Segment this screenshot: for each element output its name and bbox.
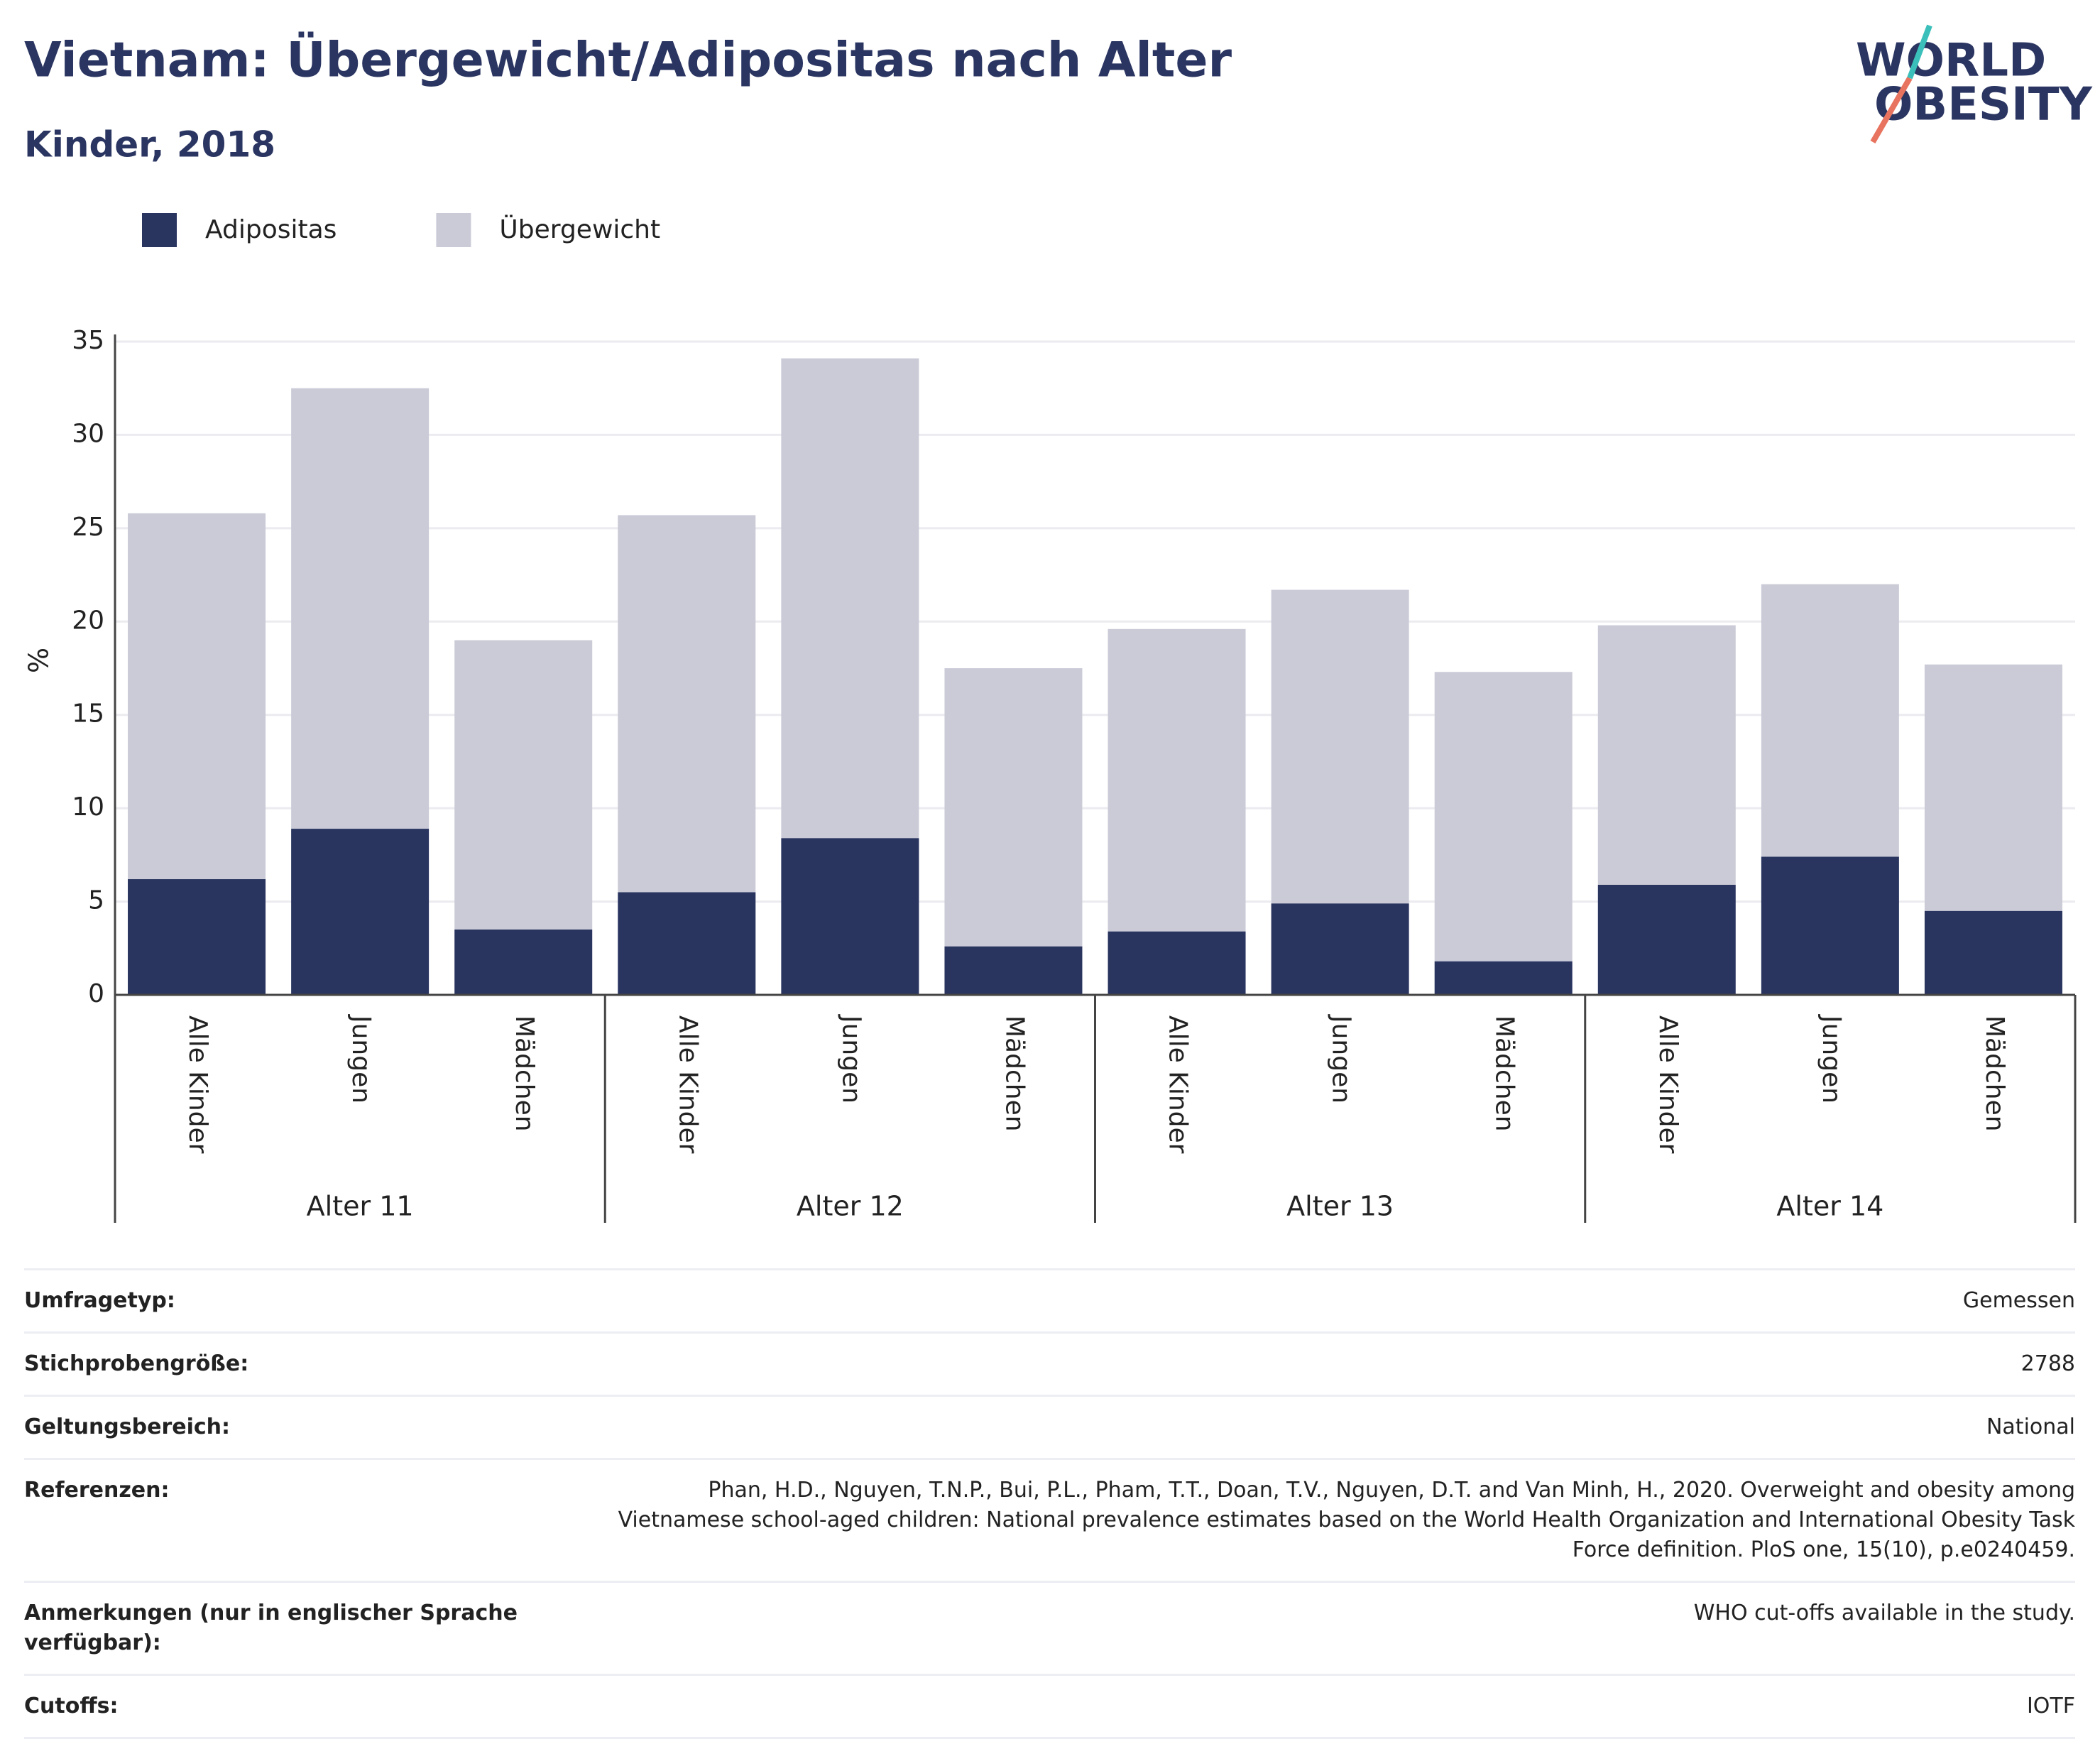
bar-segment	[1435, 961, 1573, 995]
x-tick-label: Alle Kinder	[183, 1015, 212, 1154]
y-tick-label: 15	[72, 699, 104, 729]
y-tick-label: 0	[88, 979, 104, 1008]
x-tick-label: Alle Kinder	[1653, 1015, 1683, 1154]
bar-segment	[1925, 911, 2062, 995]
bar-segment	[944, 668, 1082, 947]
x-tick-label: Jungen	[836, 1014, 865, 1104]
group-label: Alter 12	[797, 1191, 904, 1222]
info-table: Umfragetyp: Gemessen Stichprobengröße: 2788…	[24, 1268, 2075, 1739]
info-row: Anmerkungen (nur in englischer Sprache v…	[24, 1581, 2075, 1674]
group-label: Alter 11	[307, 1191, 414, 1222]
chart: Vietnam: Übergewicht/Adipositas nach Alt…	[0, 0, 2100, 1264]
info-label: Cutoffs:	[24, 1691, 535, 1721]
chart-title: Vietnam: Übergewicht/Adipositas nach Alt…	[24, 32, 1232, 89]
bar-segment	[618, 515, 755, 892]
y-tick-label: 30	[72, 419, 104, 448]
bar-segment	[781, 359, 919, 839]
bar-segment	[618, 892, 755, 995]
bar-segment	[944, 947, 1082, 995]
chart-subtitle: Kinder, 2018	[24, 124, 275, 165]
x-tick-label: Mädchen	[1490, 1015, 1519, 1132]
bar-segment	[454, 641, 592, 930]
info-label: Anmerkungen (nur in englischer Sprache v…	[24, 1598, 535, 1658]
bar-segment	[1598, 626, 1736, 885]
info-label: Geltungsbereich:	[24, 1412, 535, 1442]
legend-label: Übergewicht	[499, 214, 660, 244]
x-tick-label: Jungen	[1817, 1014, 1846, 1104]
bar-segment	[1761, 856, 1899, 995]
bar-segment	[1598, 885, 1736, 995]
info-row: Umfragetyp: Gemessen	[24, 1268, 2075, 1331]
x-tick-label: Mädchen	[510, 1015, 539, 1132]
bar-segment	[1272, 903, 1409, 995]
y-axis-label: %	[23, 648, 55, 673]
bar-segment	[1761, 584, 1899, 857]
info-value: IOTF	[598, 1691, 2075, 1721]
bar-segment	[1108, 629, 1246, 932]
info-label: Umfragetyp:	[24, 1286, 535, 1316]
x-tick-label: Alle Kinder	[1164, 1015, 1193, 1154]
bar-segment	[1108, 932, 1246, 995]
legend-swatch	[142, 213, 177, 247]
bar-segment	[291, 388, 429, 829]
page: Vietnam: Übergewicht/Adipositas nach Alt…	[0, 0, 2100, 1749]
x-tick-label: Mädchen	[1000, 1015, 1029, 1132]
bar-segment	[1435, 672, 1573, 961]
y-tick-label: 5	[88, 886, 104, 915]
info-row: Geltungsbereich: National	[24, 1395, 2075, 1458]
x-tick-label: Alle Kinder	[673, 1015, 702, 1154]
group-label: Alter 13	[1286, 1191, 1394, 1222]
y-tick-label: 10	[72, 792, 104, 822]
group-label: Alter 14	[1776, 1191, 1883, 1222]
info-value: Gemessen	[598, 1286, 2075, 1316]
info-value: National	[598, 1412, 2075, 1442]
bar-segment	[128, 513, 266, 879]
info-value: Phan, H.D., Nguyen, T.N.P., Bui, P.L., P…	[598, 1476, 2075, 1565]
info-value: 2788	[598, 1349, 2075, 1379]
legend-swatch	[436, 213, 471, 247]
x-tick-label: Jungen	[346, 1014, 376, 1104]
info-row: Referenzen: Phan, H.D., Nguyen, T.N.P., B…	[24, 1458, 2075, 1581]
legend-label: Adipositas	[205, 215, 337, 244]
x-tick-label: Mädchen	[1980, 1015, 2009, 1132]
info-row: Cutoffs: IOTF	[24, 1674, 2075, 1739]
x-tick-label: Jungen	[1327, 1014, 1356, 1104]
y-tick-label: 25	[72, 513, 104, 542]
bar-segment	[1925, 665, 2062, 911]
info-value: WHO cut-offs available in the study.	[598, 1598, 2075, 1658]
bar-segment	[291, 829, 429, 995]
y-tick-label: 35	[72, 326, 104, 355]
info-label: Stichprobengröße:	[24, 1349, 535, 1379]
info-row: Stichprobengröße: 2788	[24, 1331, 2075, 1395]
info-label: Referenzen:	[24, 1476, 535, 1565]
bar-segment	[1272, 590, 1409, 904]
y-tick-label: 20	[72, 606, 104, 635]
bar-segment	[454, 930, 592, 995]
bar-segment	[781, 838, 919, 995]
bar-segment	[128, 879, 266, 995]
